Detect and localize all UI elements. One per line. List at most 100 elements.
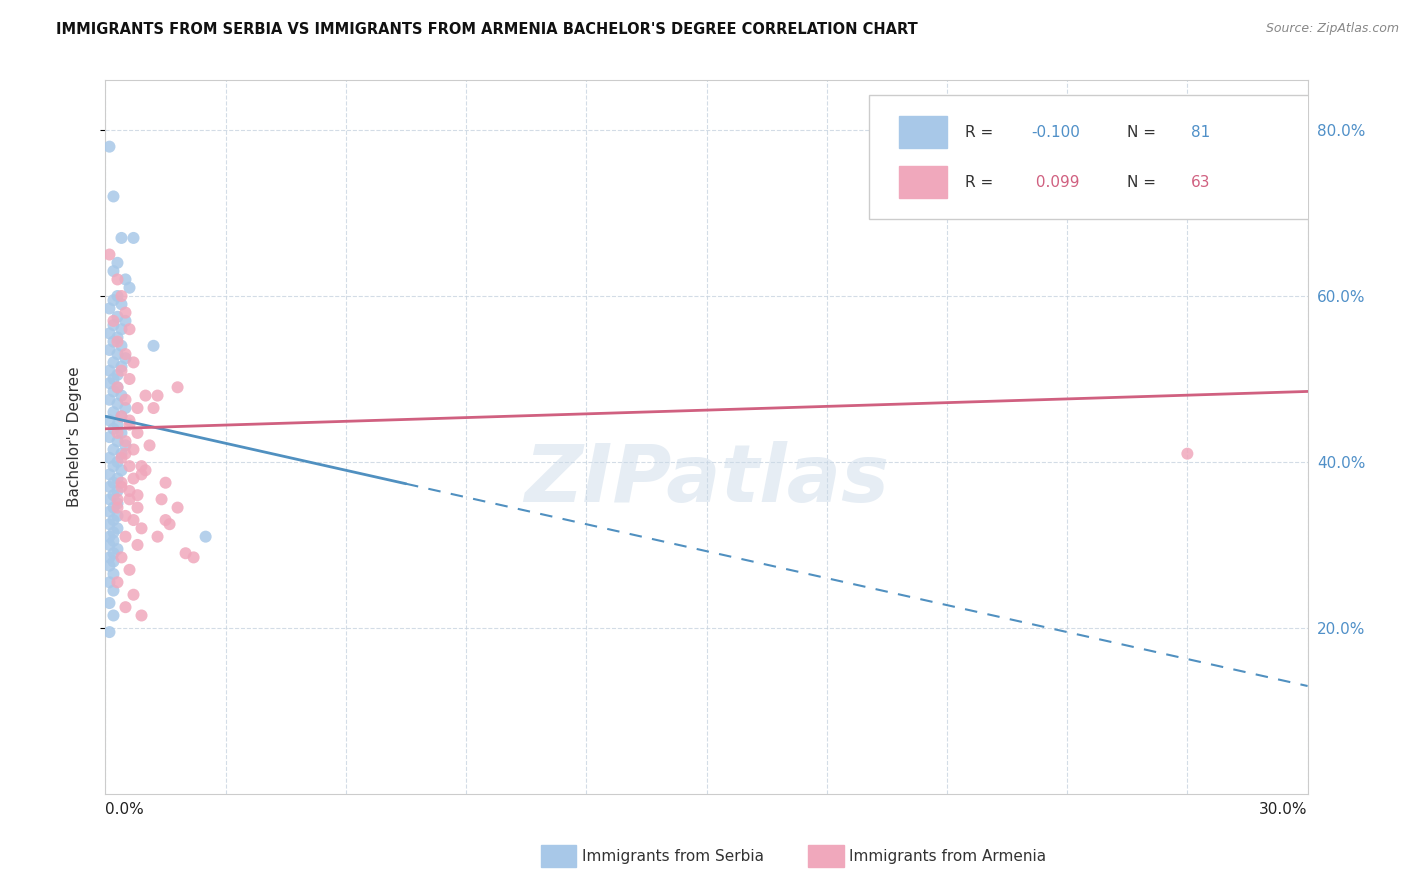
Point	[107, 455, 129, 469]
Point	[103, 422, 125, 436]
FancyBboxPatch shape	[869, 95, 1331, 219]
Point	[103, 442, 125, 457]
Point	[103, 355, 125, 369]
Point	[107, 472, 129, 486]
Point	[127, 538, 149, 552]
Point	[103, 546, 125, 560]
Point	[118, 372, 141, 386]
Point	[107, 256, 129, 270]
Point	[103, 488, 125, 502]
Point	[107, 272, 129, 286]
Point	[114, 508, 136, 523]
Point	[174, 546, 197, 560]
Point	[98, 550, 121, 565]
Point	[107, 521, 129, 535]
Point	[131, 521, 153, 535]
Point	[98, 343, 121, 357]
Point	[118, 483, 141, 498]
Point	[107, 500, 129, 515]
Point	[103, 293, 125, 308]
Point	[107, 397, 129, 411]
FancyBboxPatch shape	[898, 166, 948, 198]
Point	[110, 450, 132, 465]
Point	[103, 264, 125, 278]
Point	[127, 500, 149, 515]
Text: Immigrants from Armenia: Immigrants from Armenia	[849, 849, 1046, 863]
Point	[98, 364, 121, 378]
Point	[122, 231, 145, 245]
Point	[98, 517, 121, 532]
Point	[159, 517, 181, 532]
Point	[114, 438, 136, 452]
Point	[98, 492, 121, 507]
Point	[107, 310, 129, 324]
Point	[142, 401, 165, 415]
Point	[98, 376, 121, 391]
Point	[114, 530, 136, 544]
Point	[103, 566, 125, 581]
Point	[118, 492, 141, 507]
Point	[114, 392, 136, 407]
Point	[98, 392, 121, 407]
Text: 30.0%: 30.0%	[1260, 802, 1308, 816]
Point	[166, 500, 188, 515]
Point	[107, 368, 129, 382]
Point	[127, 425, 149, 440]
Point	[107, 575, 129, 590]
Point	[103, 608, 125, 623]
Point	[114, 600, 136, 615]
Point	[131, 608, 153, 623]
Text: N =: N =	[1128, 125, 1161, 140]
Point	[155, 513, 177, 527]
Point	[110, 550, 132, 565]
Point	[98, 326, 121, 341]
Point	[103, 318, 125, 332]
Point	[110, 425, 132, 440]
Point	[98, 301, 121, 316]
Point	[114, 401, 136, 415]
Point	[110, 480, 132, 494]
Point	[98, 558, 121, 573]
Point	[98, 430, 121, 444]
Point	[98, 538, 121, 552]
Point	[110, 409, 132, 424]
Text: Source: ZipAtlas.com: Source: ZipAtlas.com	[1265, 22, 1399, 36]
Text: N =: N =	[1128, 175, 1161, 190]
Point	[107, 508, 129, 523]
Point	[110, 475, 132, 490]
Point	[107, 380, 129, 394]
Point	[110, 297, 132, 311]
Point	[103, 533, 125, 548]
Point	[122, 513, 145, 527]
Point	[107, 496, 129, 510]
Point	[1177, 181, 1199, 195]
Text: R =: R =	[965, 175, 998, 190]
Point	[131, 467, 153, 482]
Point	[110, 359, 132, 374]
Point	[107, 425, 129, 440]
Point	[118, 459, 141, 474]
Point	[131, 459, 153, 474]
Point	[1177, 447, 1199, 461]
Point	[107, 289, 129, 303]
Point	[98, 530, 121, 544]
Point	[135, 463, 157, 477]
Point	[183, 550, 205, 565]
Point	[98, 450, 121, 465]
Point	[135, 388, 157, 402]
Point	[127, 401, 149, 415]
Point	[110, 409, 132, 424]
Text: -0.100: -0.100	[1031, 125, 1080, 140]
Point	[118, 413, 141, 427]
Point	[114, 347, 136, 361]
Point	[118, 563, 141, 577]
Point	[98, 575, 121, 590]
FancyBboxPatch shape	[898, 116, 948, 148]
Point	[142, 339, 165, 353]
Point	[98, 505, 121, 519]
Point	[110, 388, 132, 402]
Point	[103, 583, 125, 598]
Point	[98, 413, 121, 427]
Point	[114, 447, 136, 461]
Point	[110, 231, 132, 245]
